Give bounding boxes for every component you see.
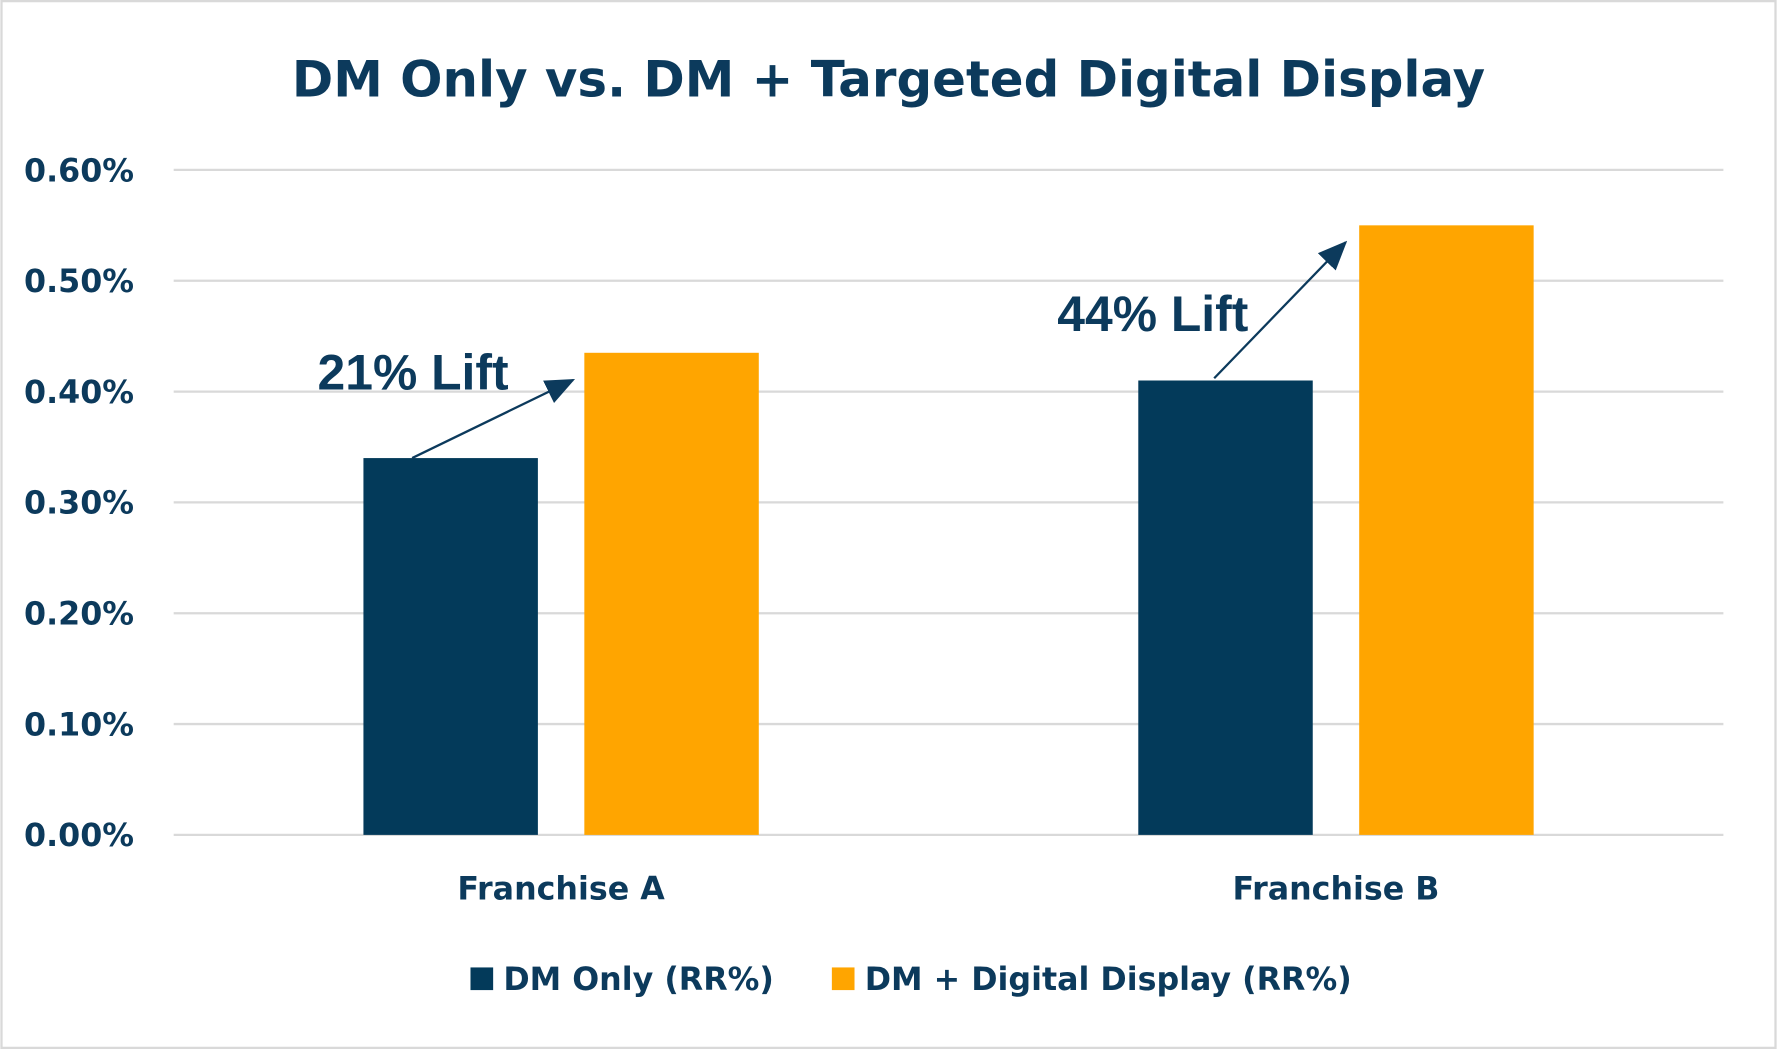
- bar-dm-only-1: [1138, 380, 1313, 835]
- lift-annotation-a: 21% Lift: [318, 345, 509, 401]
- y-axis-ticks: 0.00% 0.10% 0.20% 0.30% 0.40% 0.50% 0.60%: [24, 153, 134, 854]
- y-tick-label: 0.10%: [24, 707, 134, 743]
- lift-arrow-0: [411, 378, 576, 460]
- lift-arrows: [411, 240, 1348, 460]
- y-tick-label: 0.50%: [24, 264, 134, 300]
- y-tick-label: 0.20%: [24, 597, 134, 633]
- lift-arrow-1: [1213, 240, 1348, 380]
- chart-title: DM Only vs. DM + Targeted Digital Displa…: [292, 50, 1485, 108]
- legend-swatch-dm-only: [470, 967, 494, 991]
- y-tick-label: 0.40%: [24, 375, 134, 411]
- bar-dm-only-0: [363, 458, 538, 835]
- legend-label-dm-digital: DM + Digital Display (RR%): [865, 962, 1352, 998]
- y-tick-label: 0.60%: [24, 153, 134, 189]
- bars: [363, 225, 1534, 835]
- x-tick-label: Franchise A: [457, 871, 665, 907]
- lift-annotation-b: 44% Lift: [1057, 286, 1248, 342]
- legend: DM Only (RR%) DM + Digital Display (RR%): [470, 962, 1352, 998]
- x-tick-label: Franchise B: [1232, 871, 1439, 907]
- bar-dm-digital-1: [1359, 225, 1534, 835]
- bar-dm-digital-0: [584, 352, 759, 835]
- x-axis-labels: Franchise A Franchise B: [457, 871, 1439, 907]
- legend-label-dm-only: DM Only (RR%): [503, 962, 774, 998]
- y-tick-label: 0.00%: [24, 818, 134, 854]
- y-tick-label: 0.30%: [24, 486, 134, 522]
- legend-swatch-dm-digital: [831, 967, 855, 991]
